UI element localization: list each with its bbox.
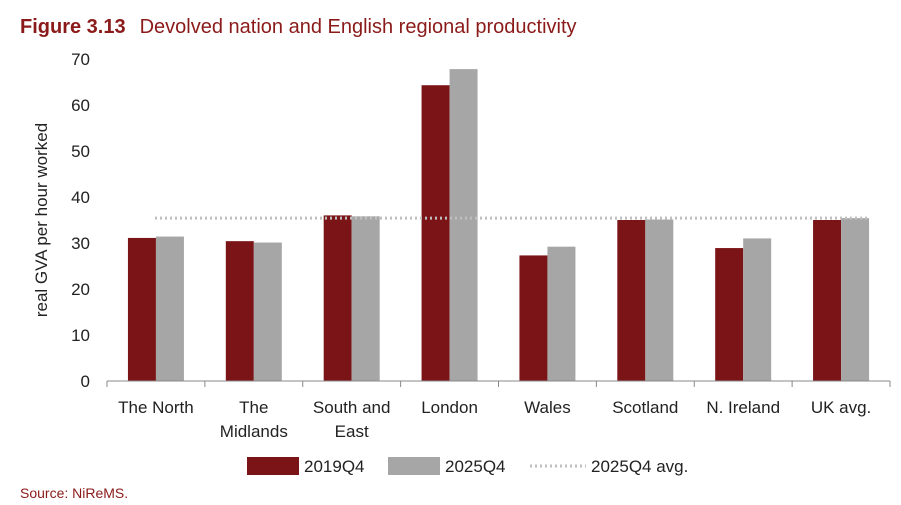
y-tick-label: 0	[81, 372, 90, 391]
bar-2019q4-1	[225, 241, 254, 381]
y-tick-label: 70	[71, 50, 90, 69]
y-tick-label: 20	[71, 280, 90, 299]
bar-2025q4-3	[449, 69, 478, 382]
bar-2019q4-2	[323, 215, 352, 381]
bar-2025q4-1	[253, 242, 282, 381]
x-category-label: Scotland	[612, 398, 678, 417]
y-tick-label: 30	[71, 234, 90, 253]
bar-2025q4-2	[351, 216, 380, 381]
bar-2019q4-4	[519, 255, 548, 381]
x-category-label: Midlands	[220, 422, 288, 441]
bar-2025q4-6	[743, 238, 772, 381]
bar-2025q4-0	[155, 236, 184, 381]
bar-2019q4-6	[715, 248, 744, 381]
bar-2019q4-7	[813, 220, 842, 381]
bar-2019q4-3	[421, 85, 450, 381]
figure-label: Figure 3.13	[20, 16, 126, 38]
bar-2025q4-7	[841, 218, 870, 381]
y-tick-label: 50	[71, 142, 90, 161]
figure-title-text: Devolved nation and English regional pro…	[139, 16, 577, 38]
legend-label-2025q4: 2025Q4	[445, 457, 506, 476]
legend-label-2019q4: 2019Q4	[304, 457, 365, 476]
bar-2025q4-4	[547, 246, 576, 381]
x-category-label: Wales	[524, 398, 571, 417]
figure-title: Figure 3.13 Devolved nation and English r…	[20, 16, 577, 39]
x-category-label: The North	[118, 398, 194, 417]
bar-2019q4-0	[127, 237, 156, 381]
legend-label-avg: 2025Q4 avg.	[591, 457, 688, 476]
source-note: Source: NiReMS.	[20, 485, 129, 501]
y-tick-label: 10	[71, 326, 90, 345]
bar-2019q4-5	[617, 220, 646, 381]
y-axis-title: real GVA per hour worked	[32, 123, 51, 317]
y-tick-label: 60	[71, 96, 90, 115]
x-category-label: South and	[313, 398, 391, 417]
legend-swatch-2025q4	[388, 457, 440, 475]
x-category-label: The	[239, 398, 268, 417]
x-category-label: UK avg.	[811, 398, 871, 417]
y-tick-label: 40	[71, 188, 90, 207]
x-category-label: London	[421, 398, 478, 417]
legend-swatch-2019q4	[247, 457, 299, 475]
bar-2025q4-5	[645, 219, 674, 381]
x-category-label: N. Ireland	[706, 398, 780, 417]
x-category-label: East	[335, 422, 369, 441]
